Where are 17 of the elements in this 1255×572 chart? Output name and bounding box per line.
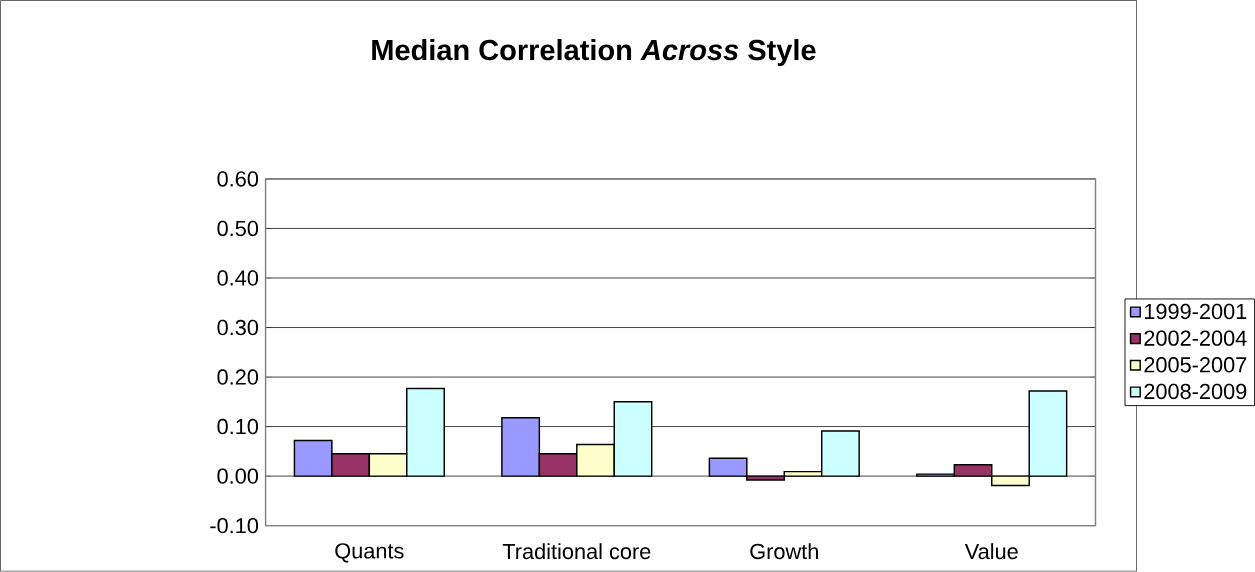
x-tick-label: Growth <box>750 543 818 560</box>
y-tick-label: 0.60 <box>217 171 259 187</box>
legend-label: 1999-2001 <box>1144 303 1247 320</box>
y-tick-label: 0.10 <box>217 419 259 435</box>
x-tick-label: Value <box>964 543 1018 560</box>
y-tick-label: 0.50 <box>217 220 259 237</box>
x-tick-label: Quants <box>335 543 404 563</box>
legend-label: 2008-2009 <box>1144 383 1247 400</box>
y-tick-label: 0.30 <box>217 319 259 336</box>
legend-label: 2002-2004 <box>1144 330 1247 346</box>
y-tick-label: 0.20 <box>217 369 259 385</box>
y-tick-label: -0.10 <box>210 518 259 534</box>
legend-label: 2005-2007 <box>1144 357 1247 373</box>
y-tick-label: 0.40 <box>217 270 259 286</box>
x-tick-label: Traditional core <box>502 543 651 560</box>
chart-title: Median Correlation Across Style <box>372 39 816 67</box>
y-tick-label: 0.00 <box>217 468 259 484</box>
